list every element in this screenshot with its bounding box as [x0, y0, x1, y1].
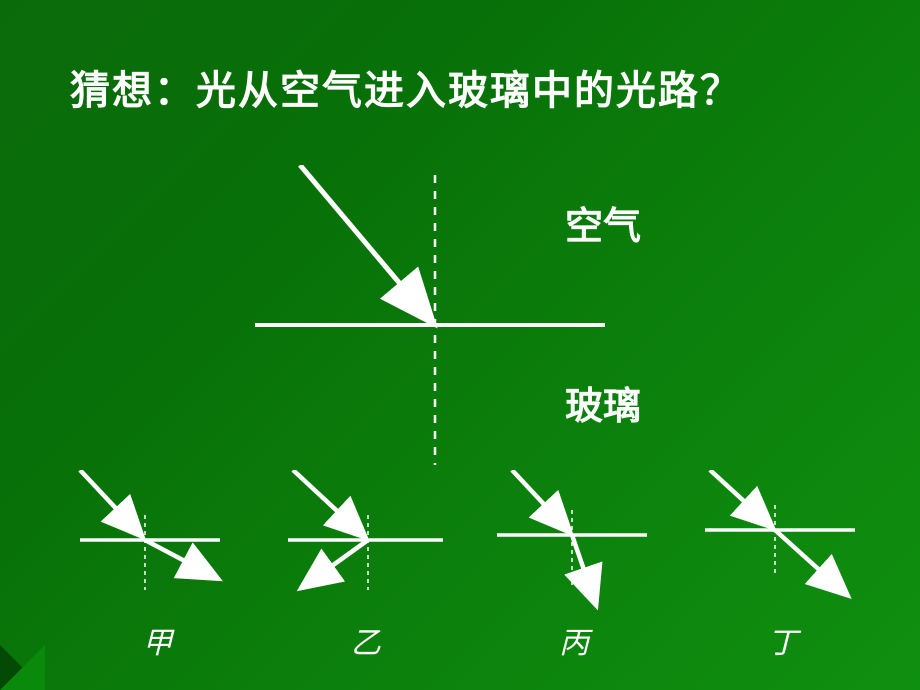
option-ding: 丁 [685, 470, 880, 610]
option-yi-svg [268, 470, 463, 610]
refracted-ray [145, 540, 215, 577]
option-yi: 乙 [268, 470, 463, 610]
option-ding-svg [685, 470, 880, 610]
incident-ray [710, 470, 770, 525]
option-label-jia: 甲 [60, 618, 255, 662]
incident-ray [512, 470, 568, 530]
incident-ray [293, 470, 363, 535]
air-label: 空气 [565, 195, 641, 250]
refracted-ray [572, 535, 595, 602]
incident-ray [80, 470, 140, 534]
option-jia: 甲 [60, 470, 255, 610]
option-jia-svg [60, 470, 255, 610]
option-bing: 丙 [477, 470, 672, 610]
options-row: 甲 乙 丙 [60, 470, 880, 610]
refracted-ray [304, 540, 368, 586]
slide-corner-fold [0, 645, 45, 690]
slide-title: 猜想：光从空气进入玻璃中的光路？ [70, 58, 880, 116]
refracted-ray [775, 530, 845, 593]
option-bing-svg [477, 470, 672, 610]
glass-label: 玻璃 [565, 375, 641, 430]
option-label-ding: 丁 [685, 618, 880, 662]
option-label-yi: 乙 [268, 618, 463, 662]
main-incident-ray [300, 165, 428, 317]
option-label-bing: 丙 [477, 618, 672, 662]
